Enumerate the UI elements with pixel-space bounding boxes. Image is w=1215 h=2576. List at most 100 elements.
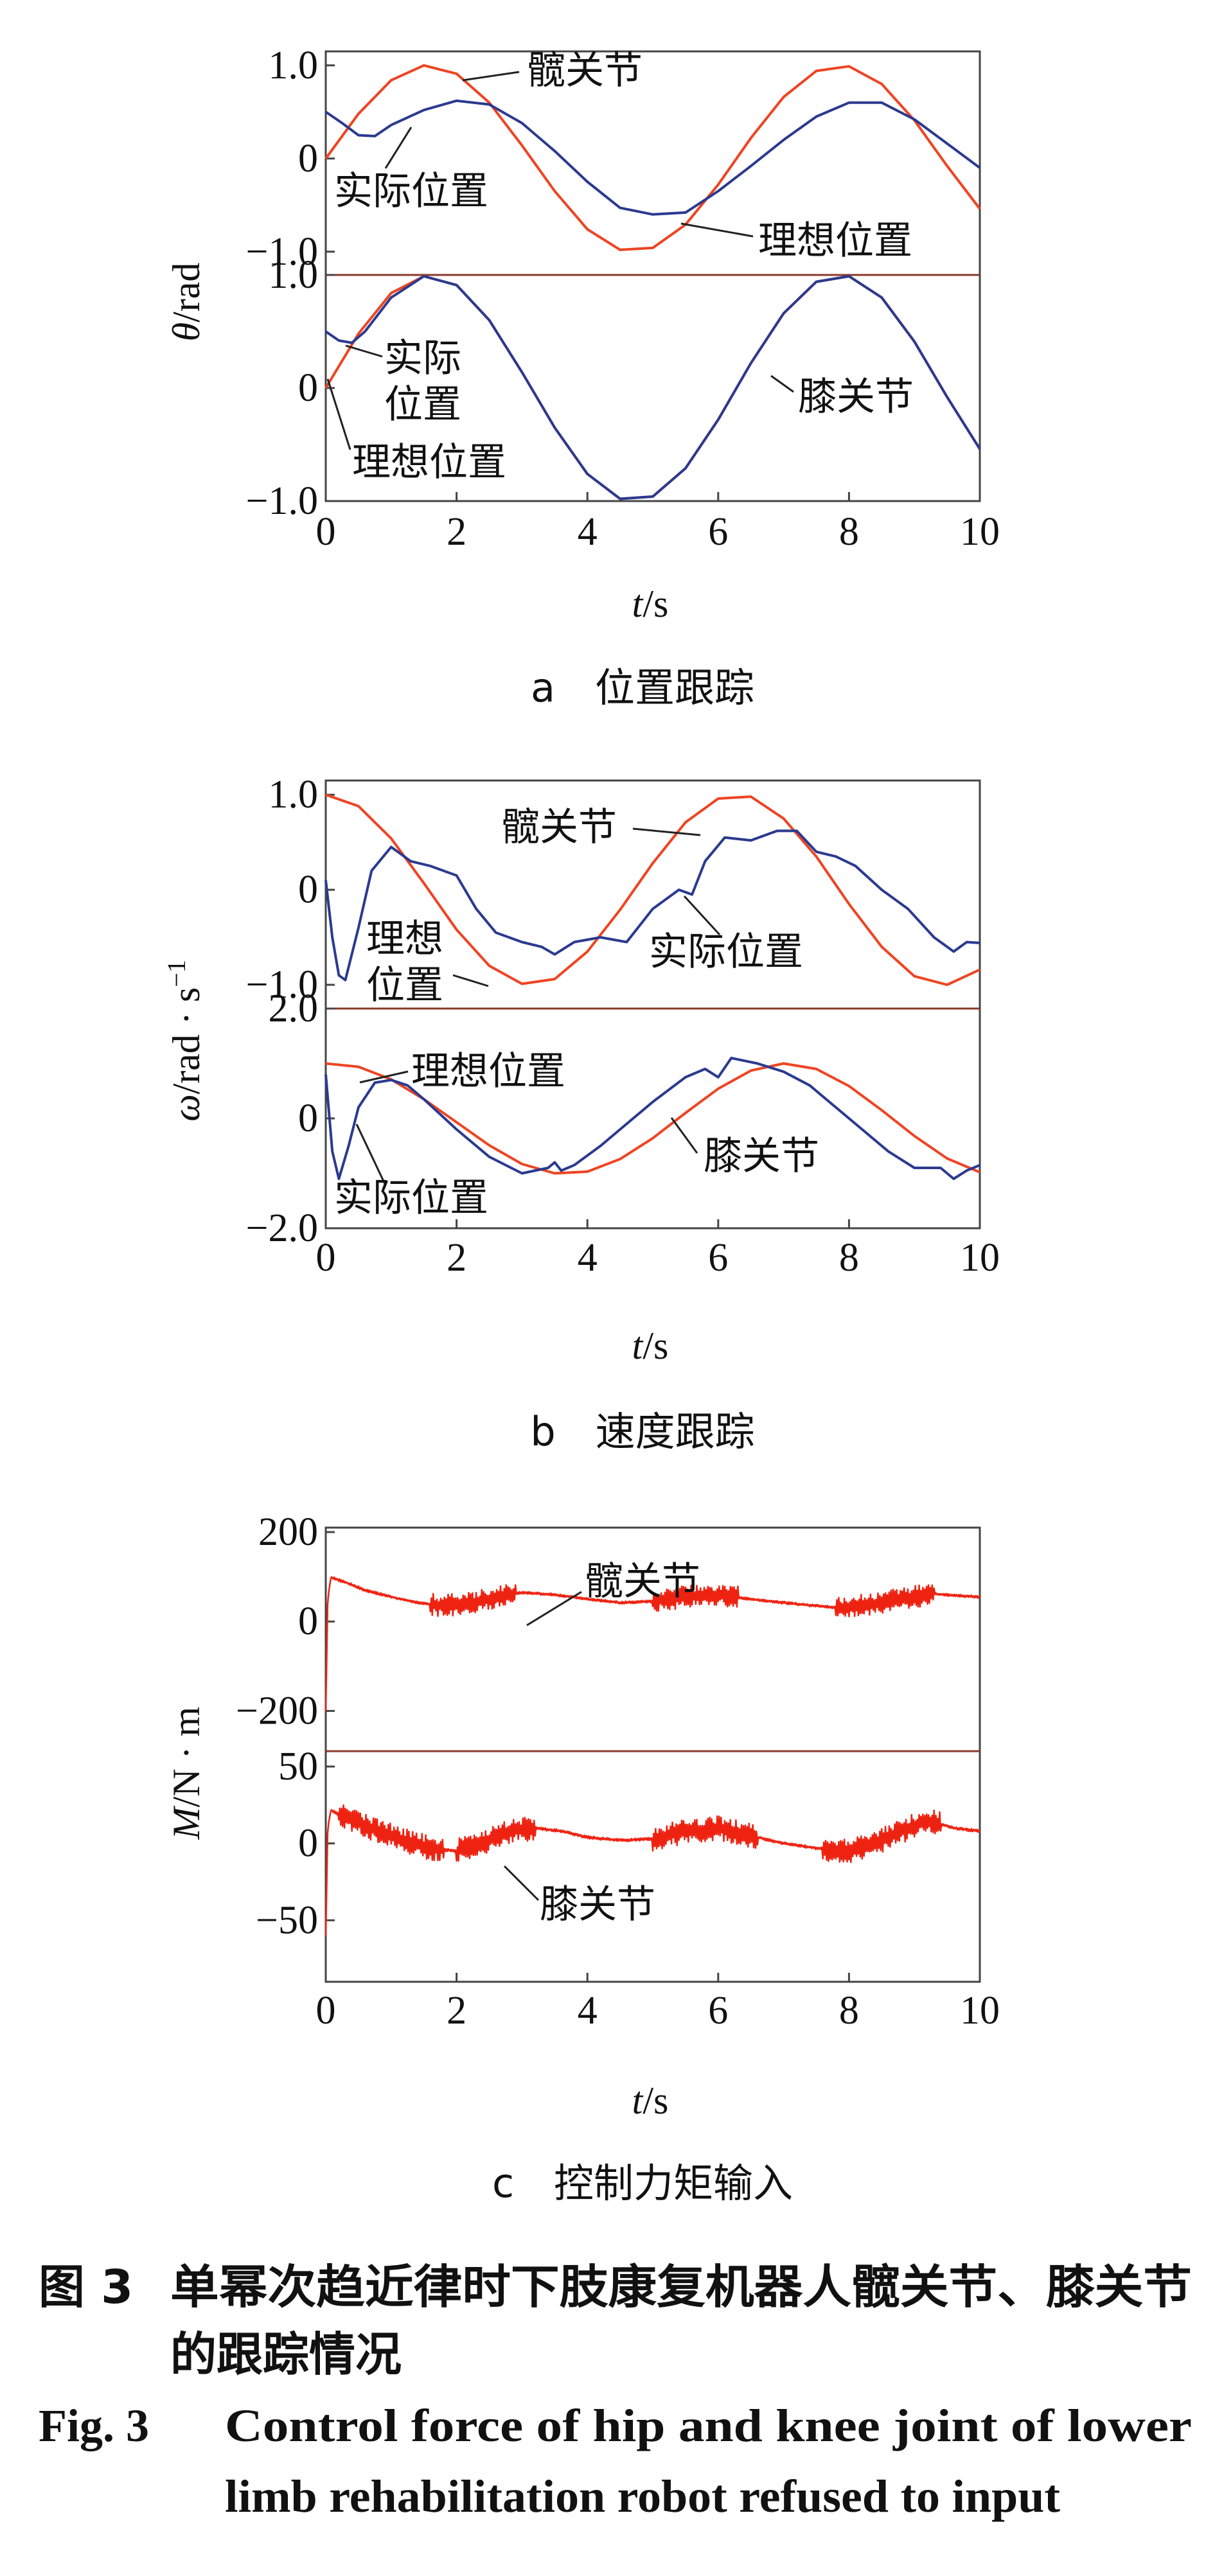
annotation-knee-label: 膝关节 <box>704 1134 819 1179</box>
chart-c-hip-series <box>324 1576 981 1711</box>
chart-a-frame <box>324 50 981 502</box>
x-tick-label: 6 <box>708 1989 728 2033</box>
x-tick-label: 4 <box>578 1989 598 2033</box>
annotation-ideal-label-2: 位置 <box>366 963 443 1008</box>
chart-c-hip-y-ticks: 200 0 −200 <box>236 1510 335 1733</box>
annotation-ideal-label: 理想位置 <box>758 218 912 263</box>
annotation-leader <box>355 1124 387 1186</box>
annotation-hip-label: 髋关节 <box>501 805 617 850</box>
annotation-actual-label: 实际位置 <box>334 1176 488 1221</box>
series-line-ideal <box>324 1576 981 1711</box>
y-tick-label: 200 <box>258 1510 318 1554</box>
caption-en-label: Fig. 3 <box>39 2400 149 2451</box>
x-tick-label: 2 <box>447 1236 466 1280</box>
y-tick-label: 0 <box>298 137 318 181</box>
annotation-leader <box>345 344 383 358</box>
annotation-actual-label: 实际位置 <box>649 930 803 975</box>
y-tick-label: −200 <box>236 1689 318 1733</box>
annotation-leader <box>632 827 701 836</box>
y-tick-label: −1.0 <box>246 963 318 1007</box>
chart-c-y-axis-label: M/N · m <box>165 1707 208 1840</box>
annotation-leader <box>683 895 721 936</box>
series-line-actual <box>324 1057 980 1180</box>
series-line-ideal <box>324 1804 981 1936</box>
chart-a-knee-y-ticks: 1.0 0 −1.0 <box>246 253 335 523</box>
series-line-actual <box>324 829 980 982</box>
chart-b-hip-y-ticks: 1.0 0 −1.0 <box>246 773 335 1007</box>
chart-a-position-tracking: 1.0 0 −1.0 1.0 0 −1.0 0 2 4 6 8 10 髋关节 实际位置 理想位置 … <box>165 44 1000 711</box>
annotation-leader <box>770 375 794 393</box>
chart-a-x-ticks: 0 2 4 6 8 10 <box>316 492 1000 554</box>
chart-a-annotations: 髋关节 实际位置 理想位置 实际 位置 理想位置 膝关节 <box>326 48 914 485</box>
annotation-actual-label: 实际 <box>384 336 461 381</box>
x-tick-label: 8 <box>839 510 859 554</box>
chart-a-hip-series <box>324 64 981 251</box>
y-tick-label: 0 <box>298 868 318 912</box>
chart-b-y-axis-label: ω/rad · s−1 <box>162 960 208 1122</box>
series-line-actual <box>324 275 981 500</box>
series-line-ideal <box>325 793 980 986</box>
y-tick-label: 0 <box>298 1097 318 1140</box>
chart-b-knee-y-ticks: 2.0 0 −2.0 <box>246 987 335 1250</box>
x-tick-label: 6 <box>708 510 728 554</box>
x-tick-label: 4 <box>578 510 598 554</box>
annotation-ideal-label: 理想位置 <box>352 440 506 485</box>
y-tick-label: −1.0 <box>246 479 318 523</box>
y-tick-label: 50 <box>278 1745 318 1788</box>
x-tick-label: 6 <box>708 1236 728 1280</box>
annotation-leader <box>462 71 520 82</box>
chart-b-annotations: 髋关节 理想 位置 实际位置 理想位置 实际位置 膝关节 <box>334 805 819 1221</box>
annotation-knee-label: 膝关节 <box>798 375 914 419</box>
annotation-leader <box>326 378 351 450</box>
annotation-leader <box>503 1865 540 1901</box>
figure-caption: 图 3 单幂次趋近律时下肢康复机器人髋关节、膝关节 的跟踪情况 Fig. 3 C… <box>39 2260 1192 2522</box>
chart-b-hip-series <box>324 793 980 986</box>
y-tick-label: −1.0 <box>246 230 318 274</box>
annotation-leader <box>384 127 412 169</box>
annotation-hip-label: 髋关节 <box>585 1559 700 1604</box>
chart-c-subtitle: c 控制力矩输入 <box>492 2160 793 2207</box>
annotation-knee-label: 膝关节 <box>540 1882 655 1927</box>
annotation-leader <box>670 1117 698 1154</box>
chart-b-knee-series <box>324 1057 980 1180</box>
x-tick-label: 0 <box>316 1989 336 2033</box>
annotation-ideal-label: 理想位置 <box>411 1049 565 1094</box>
chart-c-x-axis-label: t/s <box>632 2079 669 2122</box>
x-tick-label: 10 <box>960 1236 1000 1280</box>
annotation-ideal-label: 理想 <box>366 917 443 962</box>
annotation-actual-label: 实际位置 <box>334 169 488 214</box>
y-tick-label: −2.0 <box>246 1206 318 1250</box>
x-tick-label: 4 <box>578 1236 598 1280</box>
chart-a-subtitle: a 位置跟踪 <box>531 664 754 711</box>
chart-a-hip-y-ticks: 1.0 0 −1.0 <box>246 44 335 274</box>
chart-c-knee-y-ticks: 50 0 −50 <box>256 1745 335 1942</box>
annotation-leader <box>680 222 754 238</box>
chart-b-x-axis-label: t/s <box>632 1325 669 1367</box>
y-tick-label: 1.0 <box>269 773 319 816</box>
caption-cn-line2: 的跟踪情况 <box>170 2327 402 2381</box>
x-tick-label: 10 <box>960 510 1000 554</box>
x-tick-label: 0 <box>316 1236 336 1280</box>
y-tick-label: 0 <box>298 366 318 410</box>
x-tick-label: 8 <box>839 1236 859 1280</box>
series-line-ideal <box>324 64 981 251</box>
chart-a-y-axis-label: θ/rad <box>165 263 208 342</box>
x-tick-label: 2 <box>447 510 466 554</box>
y-tick-label: −50 <box>256 1898 318 1942</box>
chart-c-knee-series <box>324 1804 981 1936</box>
annotation-actual-label-2: 位置 <box>384 382 461 427</box>
series-line-actual <box>324 99 981 216</box>
y-tick-label: 1.0 <box>269 253 319 297</box>
series-line-ideal <box>325 1062 980 1175</box>
chart-a-knee-series <box>324 275 981 500</box>
y-tick-label: 1.0 <box>269 44 319 87</box>
chart-b-subtitle: b 速度跟踪 <box>530 1408 754 1455</box>
annotation-leader <box>452 974 489 987</box>
y-tick-label: 2.0 <box>269 987 319 1030</box>
chart-b-velocity-tracking: 1.00−1.0 2.00−2.0 0 2 4 6 8 10 髋关节 理想 位置 实际位置… <box>162 773 1000 1455</box>
x-tick-label: 8 <box>839 1989 859 2033</box>
chart-b-frame <box>324 779 981 1230</box>
chart-a-x-axis-label: t/s <box>632 583 669 625</box>
